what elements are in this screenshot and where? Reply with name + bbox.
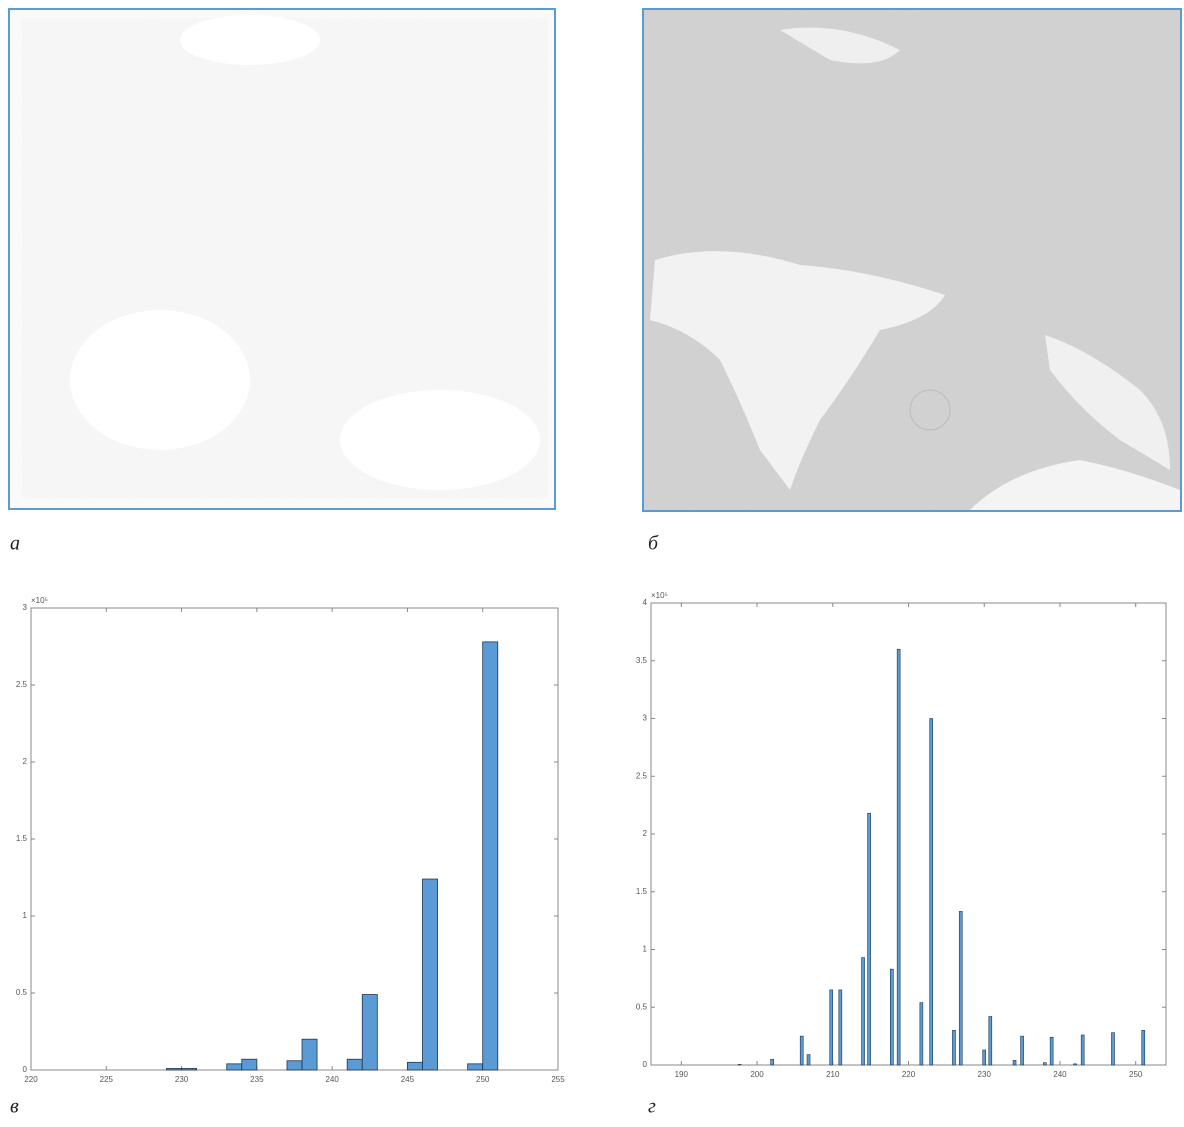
y-tick-label: 0 xyxy=(643,1060,648,1069)
y-tick-label: 2 xyxy=(643,829,648,838)
bar xyxy=(862,958,865,1065)
bar xyxy=(952,1030,955,1065)
x-tick-label: 225 xyxy=(100,1075,114,1084)
figure: а б в г 00.511.522.532202252302352402452… xyxy=(0,0,1184,1122)
x-tick-label: 240 xyxy=(1053,1070,1067,1079)
y-tick-label: 3.5 xyxy=(636,656,648,665)
axis-exponent: ×10⁵ xyxy=(31,596,48,605)
y-tick-label: 0.5 xyxy=(16,988,28,997)
x-tick-label: 255 xyxy=(551,1075,565,1084)
bar xyxy=(1142,1030,1145,1065)
bar xyxy=(1074,1064,1077,1065)
y-tick-label: 0 xyxy=(23,1065,28,1074)
y-tick-label: 0.5 xyxy=(636,1002,648,1011)
bar xyxy=(362,995,377,1070)
bar xyxy=(930,719,933,1066)
x-tick-label: 250 xyxy=(1129,1070,1143,1079)
y-tick-label: 1 xyxy=(643,945,648,954)
bar xyxy=(1081,1035,1084,1065)
image-a xyxy=(9,9,555,509)
x-tick-label: 200 xyxy=(750,1070,764,1079)
x-tick-label: 190 xyxy=(675,1070,689,1079)
y-tick-label: 2.5 xyxy=(16,680,28,689)
y-tick-label: 1 xyxy=(23,911,28,920)
caption: в xyxy=(10,1096,19,1118)
bar xyxy=(890,969,893,1065)
page: а б в г 00.511.522.532202252302352402452… xyxy=(0,0,1184,1122)
bar xyxy=(897,649,900,1065)
x-tick-label: 250 xyxy=(476,1075,490,1084)
caption: г xyxy=(648,1096,656,1118)
bar xyxy=(920,1003,923,1065)
x-tick-label: 235 xyxy=(250,1075,264,1084)
x-tick-label: 230 xyxy=(978,1070,992,1079)
x-tick-label: 220 xyxy=(902,1070,916,1079)
bar xyxy=(347,1059,362,1070)
bar xyxy=(771,1059,774,1065)
x-tick-label: 230 xyxy=(175,1075,189,1084)
image-b xyxy=(643,9,1181,511)
bar xyxy=(1021,1036,1024,1065)
bar xyxy=(839,990,842,1065)
axis-exponent: ×10⁵ xyxy=(651,591,668,600)
bar xyxy=(182,1068,197,1070)
bar xyxy=(830,990,833,1065)
bar xyxy=(407,1062,422,1070)
plot-area xyxy=(31,608,558,1070)
bar xyxy=(807,1055,810,1065)
bar xyxy=(422,879,437,1070)
x-tick-label: 240 xyxy=(325,1075,339,1084)
x-tick-label: 245 xyxy=(401,1075,415,1084)
y-tick-label: 1.5 xyxy=(16,834,28,843)
bar xyxy=(738,1064,741,1065)
y-tick-label: 3 xyxy=(643,714,648,723)
bar xyxy=(1043,1063,1046,1065)
y-tick-label: 4 xyxy=(643,598,648,607)
bar xyxy=(983,1050,986,1065)
bar xyxy=(989,1016,992,1065)
y-tick-label: 2 xyxy=(23,757,28,766)
x-tick-label: 210 xyxy=(826,1070,840,1079)
bar xyxy=(868,813,871,1065)
plot-area xyxy=(651,603,1166,1065)
bar xyxy=(167,1068,182,1070)
bar xyxy=(242,1059,257,1070)
bar xyxy=(468,1064,483,1070)
caption: а xyxy=(10,533,20,555)
bar xyxy=(483,642,498,1070)
bar xyxy=(302,1039,317,1070)
bar xyxy=(287,1061,302,1070)
bar xyxy=(959,911,962,1065)
y-tick-label: 1.5 xyxy=(636,887,648,896)
x-tick-label: 220 xyxy=(24,1075,38,1084)
y-tick-label: 3 xyxy=(23,603,28,612)
y-tick-label: 2.5 xyxy=(636,771,648,780)
bar xyxy=(227,1064,242,1070)
caption: б xyxy=(648,533,659,555)
bar xyxy=(800,1036,803,1065)
bar xyxy=(1111,1033,1114,1065)
bar xyxy=(1013,1060,1016,1065)
bar xyxy=(1050,1037,1053,1065)
